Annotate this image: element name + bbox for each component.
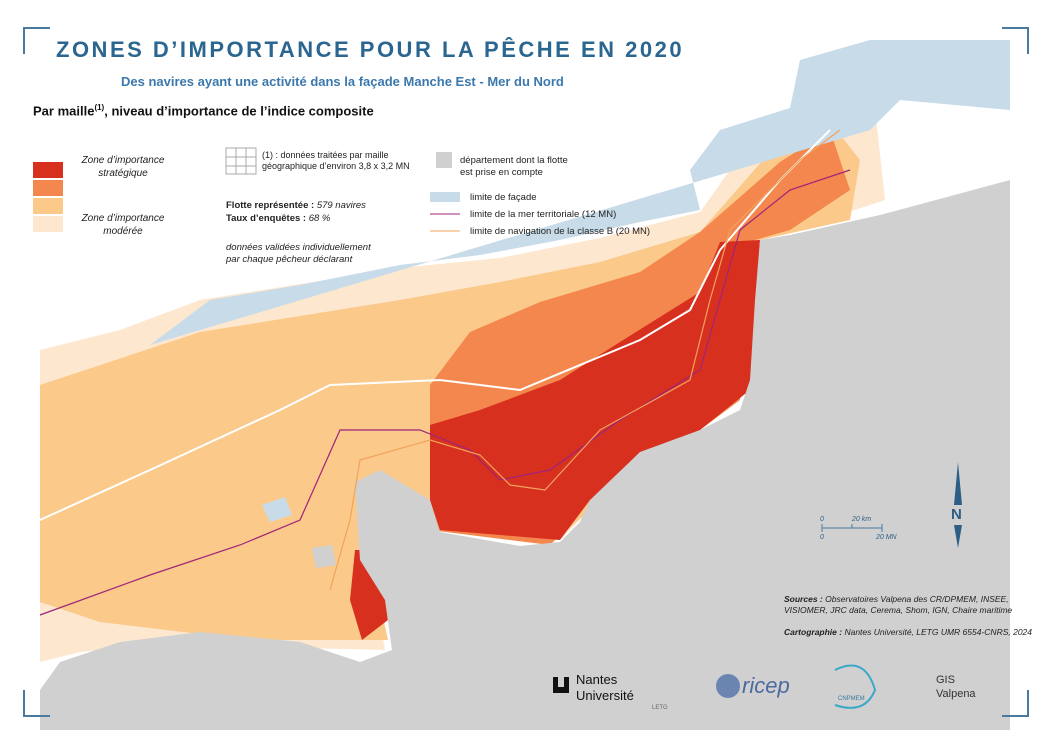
importance-zone: [430, 240, 760, 540]
department-swatch: [436, 152, 452, 168]
sources: Sources : Observatoires Valpena des CR/D…: [784, 594, 1012, 615]
section-rest: , niveau d’importance de l’indice compos…: [104, 103, 374, 119]
logo-text: Valpena: [936, 687, 976, 700]
legend-top-label: Zone d’importance stratégique: [76, 155, 170, 180]
legend-bottom-label: Zone d’importance modérée: [76, 213, 170, 238]
department-label: département dont la flotte est prise en c…: [460, 155, 568, 179]
label-line: stratégique: [98, 167, 148, 179]
survey: Taux d’enquêtes : 68 %: [226, 213, 330, 225]
note-line: données validées individuellement: [226, 242, 371, 253]
scale-mn: 20 MN: [876, 534, 897, 541]
facade-label: limite de façade: [470, 192, 537, 203]
facade-swatch: [430, 192, 460, 202]
logo-text: Université: [576, 688, 634, 704]
north-arrow: [954, 462, 962, 548]
legend-swatch: [33, 216, 63, 232]
ricep-logo: [716, 674, 740, 698]
frame-corner: [23, 27, 1029, 717]
logo-letg: LETG: [652, 705, 668, 711]
validated-note: données validées individuellement par cha…: [226, 242, 371, 266]
legend-swatch: [33, 198, 63, 214]
legend-swatch: [33, 162, 63, 178]
note-line: est prise en compte: [460, 166, 543, 178]
logo-text: GIS: [936, 674, 955, 686]
legend: [33, 162, 63, 232]
scale-km0: 0: [820, 516, 824, 523]
north-label: N: [951, 506, 962, 523]
note-line: département dont la flotte: [460, 155, 568, 166]
section-sup: (1): [94, 103, 105, 112]
facade-limit: [39, 129, 831, 521]
island: [312, 545, 336, 568]
territorial-label: limite de la mer territoriale (12 MN): [470, 209, 617, 220]
label-line: Zone d’importance: [81, 213, 165, 224]
territorial-limit: [39, 169, 851, 616]
fleet-value: 579 navires: [316, 200, 366, 211]
grid-icon: [225, 147, 257, 175]
scale-mn0: 0: [820, 534, 824, 541]
label-line: Zone d’importance: [81, 155, 165, 166]
note-line: (1) : données traitées par maille: [262, 150, 389, 160]
section-heading: Par maille(1), niveau d’importance de l’…: [33, 103, 374, 120]
france-land: [40, 180, 1010, 730]
logo-cnpmem: CNPMEM: [838, 696, 865, 702]
uk-land: [150, 40, 1010, 345]
subtitle: Des navires ayant une activité dans la f…: [121, 74, 564, 89]
classb-label: limite de navigation de la classe B (20 …: [470, 226, 651, 237]
scale-bar: [821, 524, 883, 532]
legend-swatch: [33, 180, 63, 196]
cartography: Cartographie : Nantes Université, LETG U…: [784, 627, 1032, 638]
logo-ricep: ricep: [742, 673, 790, 698]
nantes-logo: [553, 677, 569, 693]
logo-nantes: Nantes Université: [576, 672, 634, 705]
sources-text: Observatoires Valpena des CR/DPMEM, INSE…: [825, 594, 1009, 604]
sources-text: VISIOMER, JRC data, Cerema, Shom, IGN, C…: [784, 604, 1013, 615]
cnpmem-logo: [834, 664, 877, 709]
note-line: par chaque pêcheur déclarant: [226, 253, 353, 265]
grid-note: (1) : données traitées par maille géograp…: [262, 150, 410, 173]
fleet: Flotte représentée : 579 navires: [226, 200, 366, 212]
survey-label: Taux d’enquêtes :: [226, 213, 307, 224]
cartography-label: Cartographie :: [784, 627, 843, 637]
note-line: géographique d’environ 3,8 x 3,2 MN: [262, 161, 410, 172]
classb-limit: [329, 129, 841, 591]
island: [262, 497, 292, 522]
survey-value: 68 %: [308, 213, 331, 224]
logo-text: Nantes: [576, 672, 618, 687]
fleet-label: Flotte représentée :: [226, 200, 315, 211]
scale-km: 20 km: [852, 516, 872, 523]
logo-gis: GIS Valpena: [936, 674, 976, 702]
label-line: modérée: [103, 225, 143, 237]
title: ZONES D’IMPORTANCE POUR LA PÊCHE EN 2020: [56, 37, 685, 62]
sources-label: Sources :: [784, 594, 823, 604]
cartography-text: Nantes Université, LETG UMR 6554-CNRS, 2…: [844, 627, 1033, 637]
section-text: Par maille: [33, 103, 95, 119]
